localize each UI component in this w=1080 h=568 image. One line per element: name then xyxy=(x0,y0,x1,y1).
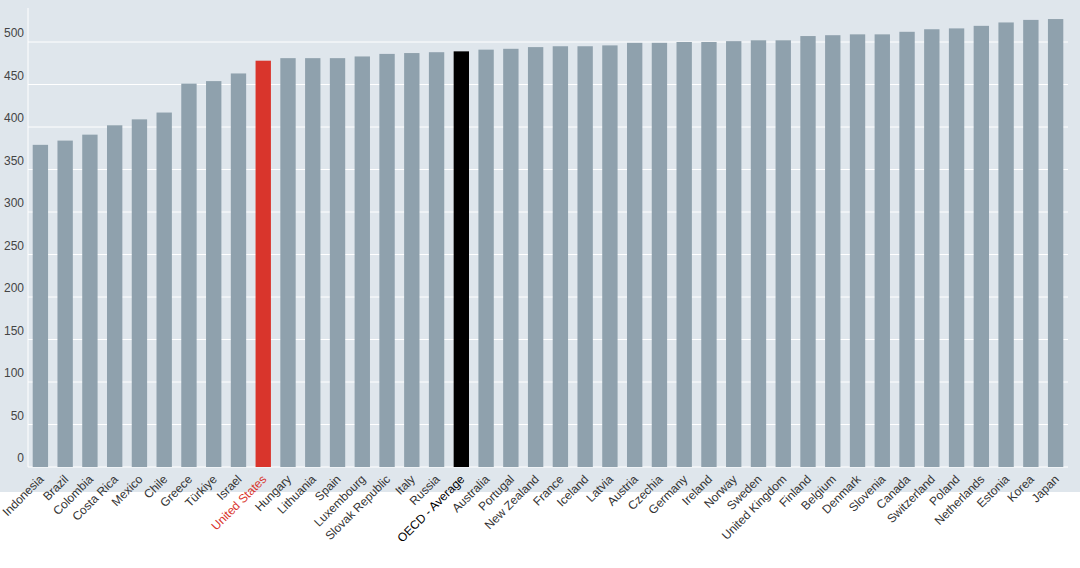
bar xyxy=(974,26,989,467)
bar xyxy=(627,43,642,467)
y-tick-label: 0 xyxy=(17,451,24,465)
y-tick-label: 150 xyxy=(4,324,24,338)
y-tick-label: 450 xyxy=(4,69,24,83)
x-tick-label: Iceland xyxy=(554,472,591,509)
y-tick-label: 400 xyxy=(4,111,24,125)
x-tick-label: Japan xyxy=(1029,472,1062,505)
y-tick-label: 200 xyxy=(4,281,24,295)
bar xyxy=(677,42,692,467)
bar xyxy=(924,29,939,467)
bar xyxy=(280,58,295,467)
bar xyxy=(206,81,221,467)
bar xyxy=(875,34,890,467)
bar xyxy=(132,119,147,467)
bar xyxy=(33,145,48,467)
bars xyxy=(33,19,1064,467)
plot-background xyxy=(0,0,1080,492)
y-tick-label: 350 xyxy=(4,154,24,168)
bar xyxy=(528,47,543,467)
x-tick-label: Türkiye xyxy=(182,472,220,510)
y-tick-label: 50 xyxy=(11,409,25,423)
chart: 0 50 100 150 200 250 300 350 400 450 500 IndonesiaB… xyxy=(0,0,1080,568)
bar xyxy=(825,35,840,467)
bar xyxy=(107,125,122,467)
x-tick-labels: IndonesiaBrazilColombiaCosta RicaMexicoC… xyxy=(0,472,1062,546)
x-tick-label: Estonia xyxy=(974,472,1012,510)
y-tick-label: 250 xyxy=(4,239,24,253)
bar xyxy=(181,84,196,467)
bar xyxy=(429,52,444,467)
y-tick-label: 100 xyxy=(4,366,24,380)
bar xyxy=(553,46,568,467)
bar xyxy=(404,53,419,467)
bar xyxy=(1023,20,1038,467)
x-tick-label: Mexico xyxy=(109,472,146,509)
bar xyxy=(82,135,97,467)
bar xyxy=(751,40,766,467)
bar xyxy=(998,22,1013,467)
bar xyxy=(305,58,320,467)
y-tick-label: 500 xyxy=(4,26,24,40)
bar xyxy=(57,141,72,467)
bar xyxy=(949,28,964,467)
bar xyxy=(652,43,667,467)
bar xyxy=(503,49,518,467)
bar xyxy=(726,41,741,467)
bar xyxy=(379,54,394,467)
x-tick-label: Slovak Republic xyxy=(322,472,393,543)
bar xyxy=(701,42,716,467)
bar xyxy=(256,61,271,467)
x-tick-label: Indonesia xyxy=(0,472,47,519)
bar xyxy=(157,113,172,467)
bar xyxy=(577,46,592,467)
x-tick-label: United Kingdom xyxy=(719,472,789,542)
bar xyxy=(1048,19,1063,467)
bar xyxy=(776,40,791,467)
y-axis-line xyxy=(28,8,29,467)
bar xyxy=(850,34,865,467)
bar xyxy=(478,50,493,467)
bar xyxy=(231,73,246,467)
bar xyxy=(800,36,815,467)
bar xyxy=(602,45,617,467)
bar xyxy=(454,51,469,467)
y-tick-label: 300 xyxy=(4,196,24,210)
bar xyxy=(330,58,345,467)
bar xyxy=(899,32,914,467)
bar xyxy=(355,56,370,467)
